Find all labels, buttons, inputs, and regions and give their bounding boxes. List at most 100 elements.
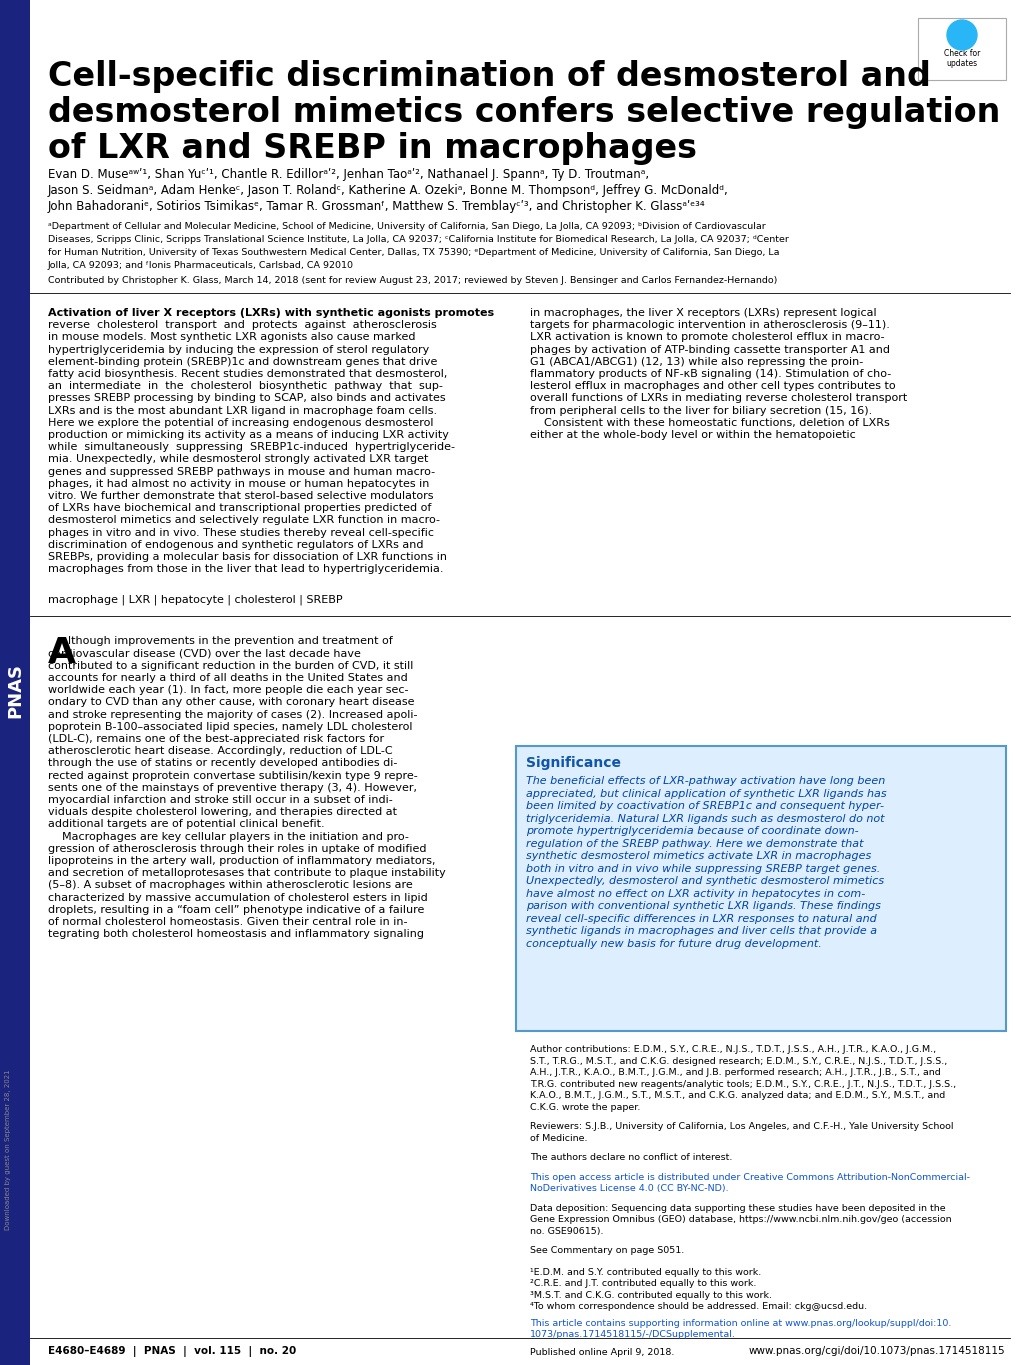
- Text: been limited by coactivation of SREBP1c and consequent hyper-: been limited by coactivation of SREBP1c …: [526, 801, 883, 811]
- Text: from peripheral cells to the liver for biliary secretion (15, 16).: from peripheral cells to the liver for b…: [530, 405, 871, 415]
- Text: Significance: Significance: [526, 756, 621, 770]
- Text: reveal cell-specific differences in LXR responses to natural and: reveal cell-specific differences in LXR …: [526, 915, 876, 924]
- Text: The authors declare no conflict of interest.: The authors declare no conflict of inter…: [530, 1153, 732, 1163]
- Text: in macrophages, the liver X receptors (LXRs) represent logical: in macrophages, the liver X receptors (L…: [530, 308, 875, 318]
- Text: vitro. We further demonstrate that sterol-based selective modulators: vitro. We further demonstrate that stero…: [48, 491, 433, 501]
- Text: through the use of statins or recently developed antibodies di-: through the use of statins or recently d…: [48, 759, 397, 768]
- Text: Check for
updates: Check for updates: [943, 49, 979, 68]
- Text: no. GSE90615).: no. GSE90615).: [530, 1227, 603, 1235]
- Circle shape: [951, 25, 971, 45]
- Text: worldwide each year (1). In fact, more people die each year sec-: worldwide each year (1). In fact, more p…: [48, 685, 408, 695]
- Text: ²C.R.E. and J.T. contributed equally to this work.: ²C.R.E. and J.T. contributed equally to …: [530, 1279, 756, 1289]
- Text: A: A: [48, 636, 76, 670]
- Text: This article contains supporting information online at www.pnas.org/lookup/suppl: This article contains supporting informa…: [530, 1319, 951, 1328]
- Text: Macrophages are key cellular players in the initiation and pro-: Macrophages are key cellular players in …: [48, 831, 409, 842]
- Text: targets for pharmacologic intervention in atherosclerosis (9–11).: targets for pharmacologic intervention i…: [530, 321, 889, 330]
- Text: LXR activation is known to promote cholesterol efflux in macro-: LXR activation is known to promote chole…: [530, 333, 883, 343]
- Text: accounts for nearly a third of all deaths in the United States and: accounts for nearly a third of all death…: [48, 673, 408, 682]
- Text: of Medicine.: of Medicine.: [530, 1134, 587, 1143]
- Text: have almost no effect on LXR activity in hepatocytes in com-: have almost no effect on LXR activity in…: [526, 889, 864, 900]
- Text: contributed to a significant reduction in the burden of CVD, it still: contributed to a significant reduction i…: [48, 661, 413, 670]
- Text: Unexpectedly, desmosterol and synthetic desmosterol mimetics: Unexpectedly, desmosterol and synthetic …: [526, 876, 883, 886]
- Text: additional targets are of potential clinical benefit.: additional targets are of potential clin…: [48, 819, 324, 830]
- Text: www.pnas.org/cgi/doi/10.1073/pnas.1714518115: www.pnas.org/cgi/doi/10.1073/pnas.171451…: [748, 1346, 1004, 1355]
- Text: 1073/pnas.1714518115/-/DCSupplemental.: 1073/pnas.1714518115/-/DCSupplemental.: [530, 1331, 735, 1339]
- Text: of normal cholesterol homeostasis. Given their central role in in-: of normal cholesterol homeostasis. Given…: [48, 917, 408, 927]
- Text: and stroke representing the majority of cases (2). Increased apoli-: and stroke representing the majority of …: [48, 710, 417, 719]
- Text: element-binding protein (SREBP)1c and downstream genes that drive: element-binding protein (SREBP)1c and do…: [48, 356, 437, 367]
- Bar: [0, 0, 30, 1365]
- Text: desmosterol mimetics confers selective regulation: desmosterol mimetics confers selective r…: [48, 96, 1000, 130]
- Text: NoDerivatives License 4.0 (CC BY-NC-ND).: NoDerivatives License 4.0 (CC BY-NC-ND).: [530, 1185, 728, 1193]
- Text: macrophages from those in the liver that lead to hypertriglyceridemia.: macrophages from those in the liver that…: [48, 564, 443, 575]
- Text: appreciated, but clinical application of synthetic LXR ligands has: appreciated, but clinical application of…: [526, 789, 886, 799]
- Circle shape: [946, 20, 976, 51]
- Text: lipoproteins in the artery wall, production of inflammatory mediators,: lipoproteins in the artery wall, product…: [48, 856, 435, 865]
- Circle shape: [955, 29, 967, 41]
- Text: desmosterol mimetics and selectively regulate LXR function in macro-: desmosterol mimetics and selectively reg…: [48, 516, 439, 526]
- Text: production or mimicking its activity as a means of inducing LXR activity: production or mimicking its activity as …: [48, 430, 448, 440]
- Text: tegrating both cholesterol homeostasis and inflammatory signaling: tegrating both cholesterol homeostasis a…: [48, 930, 424, 939]
- Text: discrimination of endogenous and synthetic regulators of LXRs and: discrimination of endogenous and synthet…: [48, 539, 423, 550]
- Text: mia. Unexpectedly, while desmosterol strongly activated LXR target: mia. Unexpectedly, while desmosterol str…: [48, 455, 428, 464]
- Text: (5–8). A subset of macrophages within atherosclerotic lesions are: (5–8). A subset of macrophages within at…: [48, 880, 413, 890]
- Text: and secretion of metalloprotesases that contribute to plaque instability: and secretion of metalloprotesases that …: [48, 868, 445, 878]
- Text: ondary to CVD than any other cause, with coronary heart disease: ondary to CVD than any other cause, with…: [48, 698, 414, 707]
- Text: overall functions of LXRs in mediating reverse cholesterol transport: overall functions of LXRs in mediating r…: [530, 393, 906, 404]
- Text: Here we explore the potential of increasing endogenous desmosterol: Here we explore the potential of increas…: [48, 418, 433, 427]
- Text: macrophage | LXR | hepatocyte | cholesterol | SREBP: macrophage | LXR | hepatocyte | choleste…: [48, 594, 342, 605]
- Text: hypertriglyceridemia by inducing the expression of sterol regulatory: hypertriglyceridemia by inducing the exp…: [48, 344, 429, 355]
- Text: either at the whole-body level or within the hematopoietic: either at the whole-body level or within…: [530, 430, 855, 440]
- Text: both in vitro and in vivo while suppressing SREBP target genes.: both in vitro and in vivo while suppress…: [526, 864, 879, 874]
- Text: synthetic ligands in macrophages and liver cells that provide a: synthetic ligands in macrophages and liv…: [526, 927, 876, 936]
- Text: of LXRs have biochemical and transcriptional properties predicted of: of LXRs have biochemical and transcripti…: [48, 504, 431, 513]
- Text: See Commentary on page S051.: See Commentary on page S051.: [530, 1246, 684, 1256]
- Text: characterized by massive accumulation of cholesterol esters in lipid: characterized by massive accumulation of…: [48, 893, 427, 902]
- Text: Downloaded by guest on September 28, 2021: Downloaded by guest on September 28, 202…: [5, 1070, 11, 1230]
- Text: This open access article is distributed under Creative Commons Attribution-NonCo: This open access article is distributed …: [530, 1173, 969, 1182]
- Text: poprotein B-100–associated lipid species, namely LDL cholesterol: poprotein B-100–associated lipid species…: [48, 722, 412, 732]
- Text: parison with conventional synthetic LXR ligands. These findings: parison with conventional synthetic LXR …: [526, 901, 880, 912]
- Text: an  intermediate  in  the  cholesterol  biosynthetic  pathway  that  sup-: an intermediate in the cholesterol biosy…: [48, 381, 442, 392]
- Text: K.A.O., B.M.T., J.G.M., S.T., M.S.T., and C.K.G. analyzed data; and E.D.M., S.Y.: K.A.O., B.M.T., J.G.M., S.T., M.S.T., an…: [530, 1092, 945, 1100]
- Text: Published online April 9, 2018.: Published online April 9, 2018.: [530, 1347, 674, 1357]
- Text: conceptually new basis for future drug development.: conceptually new basis for future drug d…: [526, 939, 821, 949]
- Text: triglyceridemia. Natural LXR ligands such as desmosterol do not: triglyceridemia. Natural LXR ligands suc…: [526, 814, 883, 824]
- Text: phages, it had almost no activity in mouse or human hepatocytes in: phages, it had almost no activity in mou…: [48, 479, 429, 489]
- Text: lthough improvements in the prevention and treatment of: lthough improvements in the prevention a…: [68, 636, 392, 647]
- Text: Data deposition: Sequencing data supporting these studies have been deposited in: Data deposition: Sequencing data support…: [530, 1204, 945, 1213]
- Text: SREBPs, providing a molecular basis for dissociation of LXR functions in: SREBPs, providing a molecular basis for …: [48, 551, 446, 562]
- Text: Activation of liver X receptors (LXRs) with synthetic agonists promotes: Activation of liver X receptors (LXRs) w…: [48, 308, 493, 318]
- Text: phages by activation of ATP-binding cassette transporter A1 and: phages by activation of ATP-binding cass…: [530, 344, 890, 355]
- Text: droplets, resulting in a “foam cell” phenotype indicative of a failure: droplets, resulting in a “foam cell” phe…: [48, 905, 424, 915]
- Text: Jason S. Seidmanᵃ, Adam Henkeᶜ, Jason T. Rolandᶜ, Katherine A. Ozekiᵃ, Bonne M. : Jason S. Seidmanᵃ, Adam Henkeᶜ, Jason T.…: [48, 184, 728, 197]
- Text: phages in vitro and in vivo. These studies thereby reveal cell-specific: phages in vitro and in vivo. These studi…: [48, 528, 433, 538]
- Text: viduals despite cholesterol lowering, and therapies directed at: viduals despite cholesterol lowering, an…: [48, 807, 396, 818]
- Text: C.K.G. wrote the paper.: C.K.G. wrote the paper.: [530, 1103, 640, 1112]
- Text: presses SREBP processing by binding to SCAP, also binds and activates: presses SREBP processing by binding to S…: [48, 393, 445, 404]
- Bar: [917, 18, 1005, 81]
- Text: ⁴To whom correspondence should be addressed. Email: ckg@ucsd.edu.: ⁴To whom correspondence should be addres…: [530, 1302, 866, 1312]
- Text: myocardial infarction and stroke still occur in a subset of indi-: myocardial infarction and stroke still o…: [48, 794, 392, 805]
- Text: lesterol efflux in macrophages and other cell types contributes to: lesterol efflux in macrophages and other…: [530, 381, 895, 392]
- Text: while  simultaneously  suppressing  SREBP1c-induced  hypertriglyceride-: while simultaneously suppressing SREBP1c…: [48, 442, 454, 452]
- Text: LXRs and is the most abundant LXR ligand in macrophage foam cells.: LXRs and is the most abundant LXR ligand…: [48, 405, 437, 415]
- Text: G1 (ABCA1/ABCG1) (12, 13) while also repressing the proin-: G1 (ABCA1/ABCG1) (12, 13) while also rep…: [530, 356, 862, 367]
- Text: Contributed by Christopher K. Glass, March 14, 2018 (sent for review August 23, : Contributed by Christopher K. Glass, Mar…: [48, 276, 776, 285]
- Text: flammatory products of NF-κB signaling (14). Stimulation of cho-: flammatory products of NF-κB signaling (…: [530, 369, 891, 379]
- Text: T.R.G. contributed new reagents/analytic tools; E.D.M., S.Y., C.R.E., J.T., N.J.: T.R.G. contributed new reagents/analytic…: [530, 1080, 955, 1089]
- Text: A.H., J.T.R., K.A.O., B.M.T., J.G.M., and J.B. performed research; A.H., J.T.R.,: A.H., J.T.R., K.A.O., B.M.T., J.G.M., an…: [530, 1069, 940, 1077]
- Text: of LXR and SREBP in macrophages: of LXR and SREBP in macrophages: [48, 132, 696, 165]
- Text: The beneficial effects of LXR-pathway activation have long been: The beneficial effects of LXR-pathway ac…: [526, 777, 884, 786]
- Text: reverse  cholesterol  transport  and  protects  against  atherosclerosis: reverse cholesterol transport and protec…: [48, 321, 436, 330]
- Text: atherosclerotic heart disease. Accordingly, reduction of LDL-C: atherosclerotic heart disease. According…: [48, 747, 392, 756]
- Text: synthetic desmosterol mimetics activate LXR in macrophages: synthetic desmosterol mimetics activate …: [526, 852, 870, 861]
- Text: Jolla, CA 92093; and ᶠIonis Pharmaceuticals, Carlsbad, CA 92010: Jolla, CA 92093; and ᶠIonis Pharmaceutic…: [48, 261, 354, 270]
- Text: sents one of the mainstays of preventive therapy (3, 4). However,: sents one of the mainstays of preventive…: [48, 782, 417, 793]
- Text: ³M.S.T. and C.K.G. contributed equally to this work.: ³M.S.T. and C.K.G. contributed equally t…: [530, 1291, 771, 1299]
- Text: S.T., T.R.G., M.S.T., and C.K.G. designed research; E.D.M., S.Y., C.R.E., N.J.S.: S.T., T.R.G., M.S.T., and C.K.G. designe…: [530, 1057, 947, 1066]
- Text: regulation of the SREBP pathway. Here we demonstrate that: regulation of the SREBP pathway. Here we…: [526, 839, 863, 849]
- Text: Cell-specific discrimination of desmosterol and: Cell-specific discrimination of desmoste…: [48, 60, 930, 93]
- Text: in mouse models. Most synthetic LXR agonists also cause marked: in mouse models. Most synthetic LXR agon…: [48, 333, 415, 343]
- Text: Evan D. Museᵃʷʹ¹, Shan Yuᶜʹ¹, Chantle R. Edillorᵃʹ², Jenhan Taoᵃʹ², Nathanael J.: Evan D. Museᵃʷʹ¹, Shan Yuᶜʹ¹, Chantle R.…: [48, 168, 648, 182]
